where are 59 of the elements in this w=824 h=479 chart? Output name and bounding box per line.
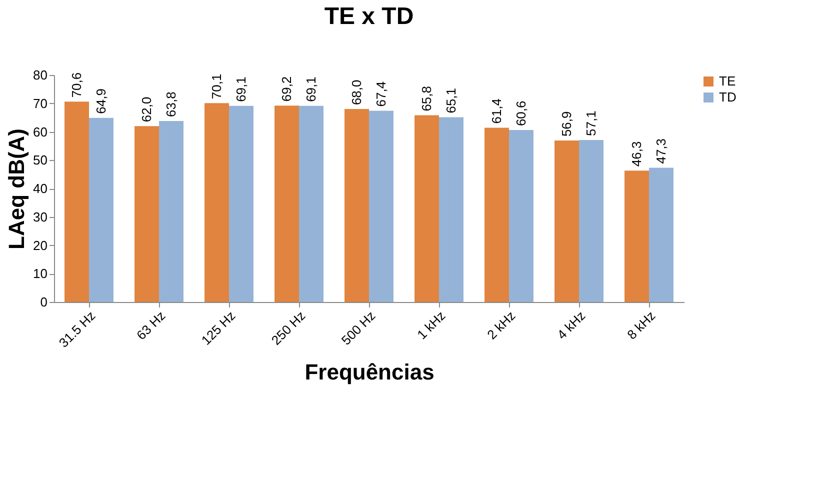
- bar: [484, 128, 509, 302]
- data-label: 69,2: [278, 76, 294, 102]
- x-tick-label: 1 kHz: [414, 308, 448, 342]
- data-label: 70,1: [208, 74, 224, 100]
- bar: [299, 106, 324, 302]
- bar: [89, 118, 114, 302]
- data-label: 60,6: [513, 100, 528, 126]
- y-tick-label: 50: [33, 152, 48, 168]
- bar: [369, 110, 394, 302]
- y-tick-label: 60: [33, 124, 48, 140]
- x-tick-label: 2 kHz: [484, 308, 518, 342]
- legend-label: TE: [719, 74, 736, 88]
- x-tick-label: 63 Hz: [134, 308, 168, 343]
- data-label: 69,1: [303, 76, 318, 102]
- y-tick-label: 20: [33, 238, 48, 253]
- bar: [579, 140, 604, 302]
- x-tick-label: 250 Hz: [268, 308, 308, 348]
- data-label: 64,9: [93, 88, 108, 114]
- x-tick-label: 31.5 Hz: [56, 308, 98, 350]
- bar: [414, 115, 439, 302]
- data-label: 65,8: [418, 86, 434, 112]
- data-label: 61,4: [488, 98, 504, 124]
- bar: [64, 102, 89, 302]
- y-tick-label: 30: [33, 209, 48, 224]
- data-label: 56,9: [558, 111, 574, 137]
- data-label: 47,3: [653, 138, 668, 164]
- bar: [229, 106, 254, 302]
- x-tick-label: 4 kHz: [554, 308, 588, 342]
- data-label: 62,0: [138, 96, 154, 122]
- x-tick-label: 125 Hz: [198, 308, 238, 348]
- bar: [649, 168, 674, 302]
- bar: [134, 126, 159, 302]
- bar: [624, 170, 649, 302]
- bar: [439, 117, 464, 302]
- x-axis-title: Frequências: [304, 359, 434, 384]
- data-label: 67,4: [373, 81, 388, 107]
- data-label: 70,6: [68, 72, 84, 98]
- data-label: 68,0: [348, 80, 364, 106]
- x-tick-label: 500 Hz: [338, 308, 378, 348]
- y-tick-label: 10: [33, 266, 48, 282]
- y-tick-label: 0: [40, 294, 48, 310]
- x-tick-label: 8 kHz: [624, 308, 658, 342]
- y-tick-label: 80: [33, 68, 48, 82]
- data-label: 63,8: [163, 92, 178, 117]
- bar: [159, 120, 184, 302]
- bar: [344, 109, 369, 302]
- data-label: 69,1: [233, 76, 248, 102]
- legend-label: TD: [719, 90, 736, 104]
- bar: [554, 140, 579, 302]
- bar: [274, 106, 299, 302]
- data-label: 57,1: [583, 110, 598, 136]
- data-label: 65,1: [443, 88, 458, 114]
- chart-title: TE x TD: [324, 3, 414, 30]
- y-axis-title: LAeq dB(A): [4, 128, 30, 250]
- data-label: 46,3: [628, 141, 644, 167]
- y-tick-label: 70: [33, 96, 48, 111]
- y-tick-label: 40: [33, 181, 48, 196]
- bar: [204, 103, 229, 302]
- bar: [509, 130, 534, 302]
